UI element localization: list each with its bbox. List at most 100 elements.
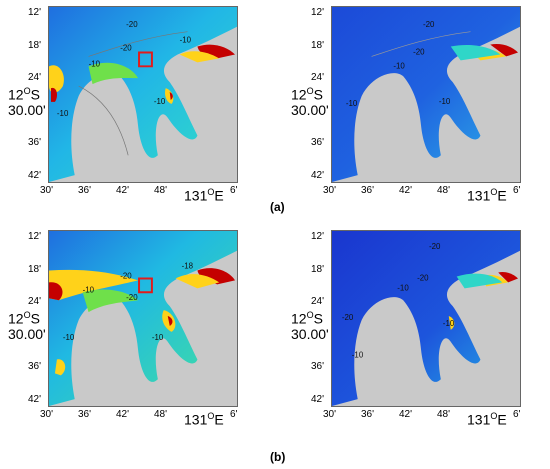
x-tick-label: 30': [40, 409, 54, 420]
shallow-edge-e: [450, 44, 501, 61]
x-tick-label: 30': [323, 185, 337, 196]
green-shallow: [82, 289, 139, 313]
y-tick-label: 42': [28, 394, 42, 405]
contour-label-b4: -10: [346, 99, 358, 108]
warm-coast-w: [49, 65, 64, 93]
x-tick-label: 30': [323, 409, 337, 420]
warm-inlet: [165, 88, 174, 104]
y-tick-label: 18': [311, 263, 325, 275]
y-tick-label: 12': [311, 7, 325, 18]
y-tick-label: 12': [28, 7, 42, 18]
green-shallow: [88, 62, 139, 85]
sea-body: [49, 7, 237, 182]
contour-label-d6: -10: [443, 319, 455, 328]
map-panel-a-right: -20 -20 -10 -10 -10: [331, 6, 521, 183]
y-tick-label: 24': [28, 72, 42, 84]
x-tick-label: 6': [513, 185, 521, 196]
x-tick-label: 36': [361, 409, 375, 420]
x-tick-label: 48': [437, 185, 451, 196]
x-tick-label: 36': [78, 409, 92, 420]
hot-edge-ne: [498, 271, 519, 283]
contour-label-c2: -20: [126, 293, 138, 302]
sea-body: [332, 231, 520, 406]
contour-label-c5: -10: [152, 333, 164, 342]
shallow-edge-e: [456, 273, 503, 289]
y-tick-label: 42': [28, 170, 42, 181]
y-axis-title: 12OS 30.00': [8, 86, 46, 118]
y-tick-label: 18': [28, 39, 42, 51]
hot-edge-ne: [197, 268, 236, 285]
x-tick-label: 42': [399, 185, 413, 196]
sea-body: [332, 7, 520, 182]
y-tick-label: 12': [28, 231, 42, 242]
contour-label-d4: -20: [342, 313, 354, 322]
x-axis-title: 131OE: [467, 409, 507, 428]
y-tick-label: 18': [311, 39, 325, 51]
hot-coast-w: [49, 282, 63, 301]
y-tick-label: 36': [28, 137, 42, 149]
x-tick-label: 6': [230, 409, 238, 420]
map-panel-b-right: -20 -20 -10 -20 -10 -10: [331, 230, 521, 407]
red-box-overlay: [138, 277, 153, 294]
x-tick-label: 6': [230, 185, 238, 196]
warm-band-n: [49, 269, 139, 301]
contour-label-a6: -10: [57, 109, 69, 118]
y-axis-title: 12OS 30.00': [291, 310, 329, 342]
hot-coast-w: [50, 87, 57, 102]
x-axis-title: 131OE: [184, 409, 224, 428]
warm-edge-ne: [175, 274, 220, 289]
y-tick-label: 36': [311, 137, 325, 149]
hot-edge-ne: [490, 44, 519, 57]
hot-inlet: [169, 92, 173, 100]
map-a-right-canvas: -20 -20 -10 -10 -10: [332, 7, 520, 182]
map-b-left-canvas: -20 -20 -10 -18 -10 -10: [49, 231, 237, 406]
contour-label-b2: -20: [413, 47, 425, 56]
x-axis-title: 131OE: [467, 185, 507, 204]
contour-line-1: [88, 31, 188, 57]
contour-label-a2: -20: [120, 44, 132, 53]
contour-line-1: [371, 31, 471, 57]
contour-label-a4: -10: [180, 36, 192, 45]
warm-edge-ne: [179, 51, 220, 63]
contour-label-c4: -18: [182, 262, 194, 271]
y-tick-label: 24': [311, 72, 325, 84]
x-tick-label: 30': [40, 185, 54, 196]
x-axis-title: 131OE: [184, 185, 224, 204]
x-tick-label: 42': [116, 409, 130, 420]
contour-label-a3: -10: [89, 59, 101, 68]
x-tick-label: 36': [78, 185, 92, 196]
caption-b: (b): [270, 450, 286, 464]
contour-label-d1: -20: [429, 242, 441, 251]
y-axis-title: 12OS 30.00': [8, 310, 46, 342]
contour-line-2: [78, 85, 129, 156]
y-tick-label: 18': [28, 263, 42, 275]
caption-a: (a): [270, 200, 285, 214]
x-tick-label: 48': [154, 185, 168, 196]
contour-label-b3: -10: [393, 61, 405, 70]
warm-inlet: [448, 316, 455, 330]
contour-label-d2: -20: [417, 273, 429, 282]
contour-label-c6: -10: [63, 333, 75, 342]
red-box-overlay: [138, 51, 153, 68]
y-tick-label: 36': [311, 361, 325, 373]
y-tick-label: 24': [28, 296, 42, 308]
contour-label-c1: -20: [120, 271, 132, 280]
y-tick-label: 42': [311, 170, 325, 181]
x-tick-label: 42': [116, 185, 130, 196]
hot-inlet: [167, 316, 173, 326]
y-axis-title: 12OS 30.00': [291, 86, 329, 118]
x-tick-label: 36': [361, 185, 375, 196]
sea-body: [49, 231, 237, 406]
contour-label-c3: -10: [83, 285, 95, 294]
y-tick-label: 42': [311, 394, 325, 405]
warm-coast-sw: [54, 359, 66, 376]
x-tick-label: 48': [154, 409, 168, 420]
map-panel-b-left: -20 -20 -10 -18 -10 -10: [48, 230, 238, 407]
contour-label-b1: -20: [423, 20, 435, 29]
contour-label-a5: -10: [154, 97, 166, 106]
contour-label-d3: -10: [397, 283, 409, 292]
y-tick-label: 24': [311, 296, 325, 308]
x-tick-label: 48': [437, 409, 451, 420]
y-tick-label: 36': [28, 361, 42, 373]
contour-label-d5: -10: [352, 351, 364, 360]
